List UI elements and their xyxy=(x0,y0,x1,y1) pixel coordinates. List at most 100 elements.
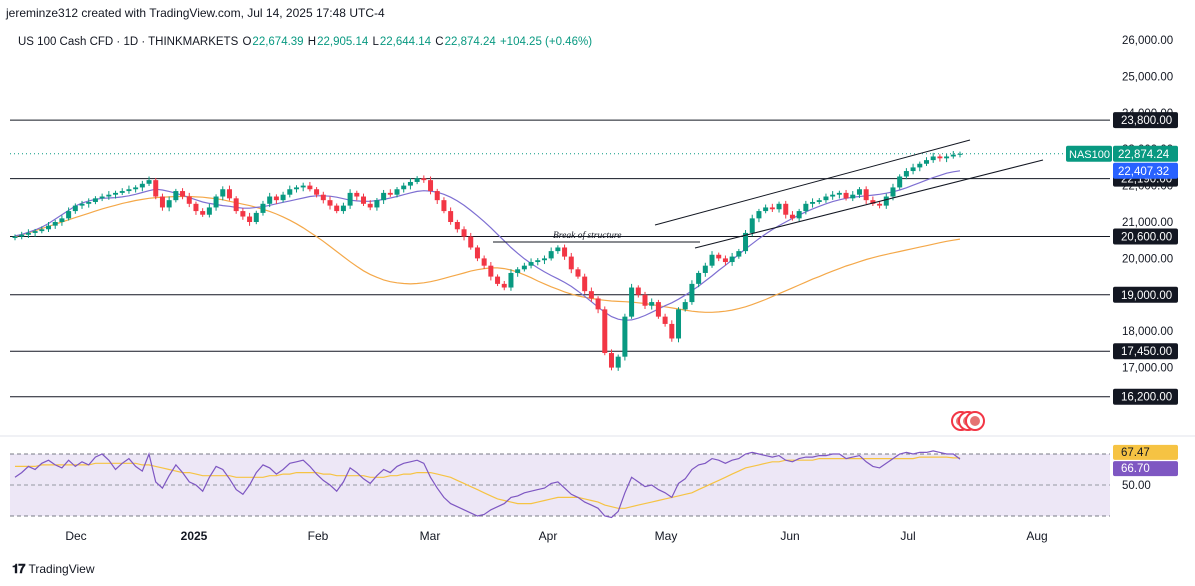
candle-body xyxy=(407,181,413,186)
ma-price-tag xyxy=(1113,162,1178,179)
x-tick-label-0: Dec xyxy=(65,529,86,543)
candle-body xyxy=(448,211,454,222)
candle-body xyxy=(803,203,809,212)
candle-body xyxy=(642,294,648,306)
candle-body xyxy=(193,203,199,212)
y-tick-label-5: 21,000.00 xyxy=(1122,217,1173,229)
candle-body xyxy=(468,236,474,248)
candle-body xyxy=(374,200,380,208)
candle-body xyxy=(923,160,929,164)
candle-body xyxy=(535,260,541,263)
change-value: +104.25 (+0.46%) xyxy=(499,36,593,48)
candle-body xyxy=(86,201,92,204)
break-of-structure-label: Break of structure xyxy=(553,230,621,241)
candle-body xyxy=(883,196,889,206)
candle-body xyxy=(662,316,668,324)
candle-body xyxy=(635,287,641,295)
candle-body xyxy=(414,178,420,182)
level-tag-label-0: 23,800.00 xyxy=(1121,115,1172,127)
level-tag-label-3: 19,000.00 xyxy=(1121,290,1172,302)
candle-body xyxy=(702,265,708,273)
open-value: 22,674.39 xyxy=(252,36,304,48)
candle-body xyxy=(709,254,715,266)
candle-body xyxy=(314,189,320,195)
candle-body xyxy=(226,189,232,199)
candle-body xyxy=(528,262,534,266)
candle-body xyxy=(917,163,923,168)
candle-body xyxy=(19,234,25,237)
candle-body xyxy=(568,256,574,270)
candle-body xyxy=(629,287,635,317)
candle-body xyxy=(816,200,822,202)
candle-body xyxy=(910,167,916,172)
level-tag-2 xyxy=(1113,228,1178,245)
level-tag-label-4: 17,450.00 xyxy=(1121,346,1172,358)
low-value: 22,644.14 xyxy=(379,36,432,48)
open-label: O xyxy=(242,36,252,48)
us-flag-icon-inner xyxy=(970,416,980,426)
candle-body xyxy=(213,196,219,208)
candle-body xyxy=(361,196,367,204)
x-tick-label-3: Mar xyxy=(420,529,441,543)
candle-body xyxy=(716,254,722,259)
candle-body xyxy=(146,180,152,184)
candle-body xyxy=(401,185,407,190)
high-label: H xyxy=(307,36,317,48)
candle-body xyxy=(334,205,340,212)
candle-body xyxy=(588,291,594,299)
candle-body xyxy=(206,207,212,215)
price-chart[interactable]: 26,000.0025,000.0024,000.0023,000.0022,0… xyxy=(0,0,1195,560)
candle-body xyxy=(743,232,749,252)
tradingview-logo-icon: 𝟏𝟕 xyxy=(12,561,26,576)
candle-body xyxy=(159,196,165,208)
candle-body xyxy=(763,207,769,212)
candle-body xyxy=(300,185,306,188)
candle-body xyxy=(240,211,246,217)
close-value: 22,874.24 xyxy=(444,36,496,48)
symbol-name: US 100 Cash CFD · 1D · THINKMARKETS xyxy=(18,36,239,48)
candle-body xyxy=(387,192,393,195)
candle-body xyxy=(320,194,326,201)
rsi-line xyxy=(14,450,961,519)
candle-body xyxy=(722,258,728,263)
x-tick-label-5: May xyxy=(655,529,678,543)
candle-body xyxy=(903,171,909,177)
candle-body xyxy=(307,185,313,190)
level-tag-4 xyxy=(1113,343,1178,360)
symbol-tag xyxy=(1066,145,1112,162)
candle-body xyxy=(79,203,85,206)
candle-body xyxy=(394,189,400,195)
candle-body xyxy=(173,191,179,201)
candle-body xyxy=(877,203,883,206)
symbol-legend: US 100 Cash CFD · 1D · THINKMARKETS O22,… xyxy=(18,36,593,48)
candle-body xyxy=(488,265,494,277)
candle-body xyxy=(153,180,159,197)
y-tick-label-9: 17,000.00 xyxy=(1122,363,1173,375)
candle-body xyxy=(736,251,742,257)
x-tick-label-1: 2025 xyxy=(181,529,208,543)
rsi-tag-label: 66.70 xyxy=(1121,463,1150,475)
candle-body xyxy=(186,196,192,204)
candle-body xyxy=(696,272,702,284)
level-tag-label-5: 16,200.00 xyxy=(1121,392,1172,404)
candle-body xyxy=(870,200,876,204)
candle-body xyxy=(180,191,186,197)
candle-body xyxy=(474,247,480,259)
candle-body xyxy=(823,196,829,201)
candle-body xyxy=(796,211,802,219)
low-label: L xyxy=(372,36,379,48)
x-tick-label-2: Feb xyxy=(308,529,329,543)
candle-body xyxy=(957,153,963,155)
candle-body xyxy=(32,231,38,233)
candle-body xyxy=(72,205,78,212)
rsi-tick-label: 50.00 xyxy=(1122,480,1151,492)
x-tick-label-4: Apr xyxy=(539,529,558,543)
candle-body xyxy=(856,189,862,195)
candle-body xyxy=(441,200,447,212)
candle-body xyxy=(843,192,849,199)
candle-body xyxy=(428,180,434,192)
ma-slow-line xyxy=(14,195,961,313)
candle-body xyxy=(327,200,333,206)
tradingview-logo: 𝟏𝟕 TradingView xyxy=(12,561,95,577)
candle-body xyxy=(836,192,842,195)
